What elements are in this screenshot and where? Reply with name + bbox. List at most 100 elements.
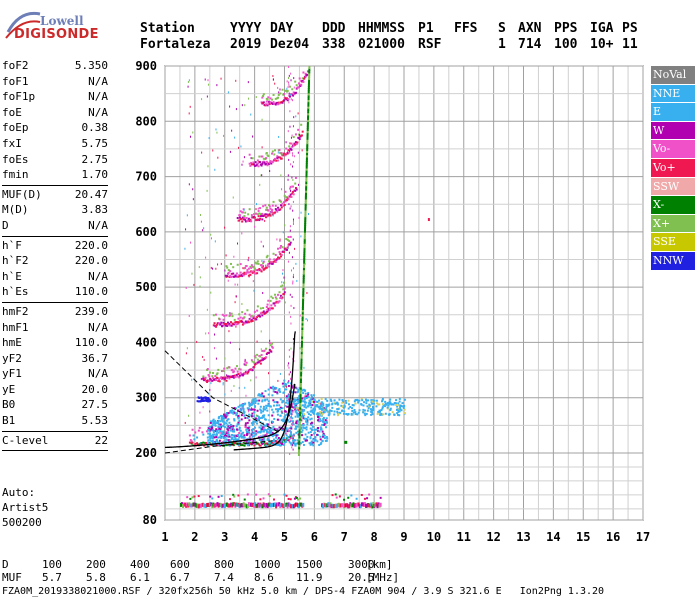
echo-point — [373, 399, 376, 402]
echo-point — [298, 448, 301, 452]
echo-point — [287, 130, 289, 133]
echo-point — [271, 98, 274, 101]
echo-point — [325, 420, 328, 423]
echo-point — [233, 430, 236, 433]
echo-point — [233, 436, 236, 439]
echo-point — [190, 503, 193, 508]
echo-point — [287, 98, 290, 101]
echo-point — [265, 266, 268, 269]
x-tick-label: 10 — [427, 530, 441, 544]
echo-point — [302, 443, 305, 446]
echo-point — [256, 503, 259, 508]
echo-point — [284, 301, 286, 304]
echo-point — [228, 503, 231, 508]
echo-point — [208, 375, 211, 378]
echo-point — [307, 88, 310, 92]
echo-point — [205, 400, 208, 403]
echo-point — [303, 396, 306, 399]
echo-point — [218, 427, 221, 430]
header-label-11: PS — [622, 21, 638, 36]
echo-point — [205, 398, 208, 401]
echo-point — [210, 502, 213, 507]
param-name: M(D) — [2, 203, 29, 217]
echo-point — [292, 200, 294, 203]
echo-point — [274, 304, 277, 307]
echo-point — [268, 204, 271, 207]
echo-point — [309, 437, 312, 440]
echo-point — [239, 503, 242, 508]
echo-point — [269, 405, 272, 408]
echo-point — [228, 421, 231, 424]
echo-point — [322, 434, 325, 437]
echo-point — [251, 360, 254, 363]
echo-point — [229, 270, 232, 273]
echo-point — [295, 431, 298, 434]
echo-point — [259, 213, 262, 216]
echo-point — [393, 401, 396, 404]
echo-point — [262, 502, 265, 507]
echo-point — [284, 388, 287, 391]
echo-point — [287, 364, 289, 367]
echo-point — [304, 439, 307, 442]
echo-point — [308, 442, 311, 445]
echo-point — [257, 215, 260, 218]
echo-point — [268, 342, 271, 345]
echo-point — [288, 399, 290, 402]
echo-point — [313, 406, 316, 409]
echo-point — [313, 401, 316, 403]
echo-point — [264, 504, 267, 509]
echo-point — [241, 311, 244, 314]
echo-point — [290, 419, 292, 422]
echo-point — [216, 441, 219, 444]
echo-point — [288, 95, 291, 98]
echo-point — [333, 410, 336, 413]
echo-point — [318, 444, 321, 447]
echo-point — [267, 299, 270, 302]
echo-point — [297, 133, 300, 136]
echo-point — [256, 316, 259, 319]
echo-point — [322, 407, 325, 410]
echo-point — [298, 417, 301, 421]
echo-point — [263, 503, 266, 508]
echo-point — [281, 296, 284, 299]
echo-point — [205, 441, 208, 444]
echo-point — [307, 116, 310, 120]
echo-point — [299, 404, 302, 408]
echo-point — [209, 399, 212, 402]
echo-point — [241, 503, 244, 508]
echo-point — [256, 203, 258, 206]
echo-point — [251, 423, 254, 426]
echo-point — [248, 440, 251, 443]
echo-point — [266, 308, 268, 311]
echo-point — [311, 404, 314, 407]
echo-point — [259, 408, 262, 411]
echo-point — [395, 404, 398, 407]
echo-point — [320, 441, 323, 444]
echo-point — [207, 165, 209, 168]
echo-point — [264, 219, 266, 222]
echo-point — [293, 503, 296, 508]
echo-point — [244, 312, 247, 315]
x-tick-label: 3 — [221, 530, 228, 544]
echo-point — [345, 401, 348, 404]
row2-value: 8.6 — [254, 571, 274, 584]
echo-point — [304, 389, 307, 392]
echo-point — [293, 142, 296, 145]
echo-point — [370, 410, 373, 413]
echo-point — [296, 396, 299, 399]
echo-point — [371, 411, 374, 414]
echo-point — [250, 359, 253, 362]
echo-point — [222, 383, 224, 386]
echo-point — [229, 498, 232, 501]
echo-point — [192, 434, 195, 437]
echo-point — [188, 183, 190, 186]
echo-point — [299, 395, 302, 399]
echo-point — [265, 103, 268, 106]
echo-point — [250, 422, 253, 425]
param-name: foE — [2, 105, 22, 119]
echo-point — [306, 121, 309, 125]
echo-point — [292, 193, 295, 196]
x-tick-label: 6 — [311, 530, 318, 544]
echo-point — [275, 404, 278, 407]
echo-point — [291, 190, 294, 193]
